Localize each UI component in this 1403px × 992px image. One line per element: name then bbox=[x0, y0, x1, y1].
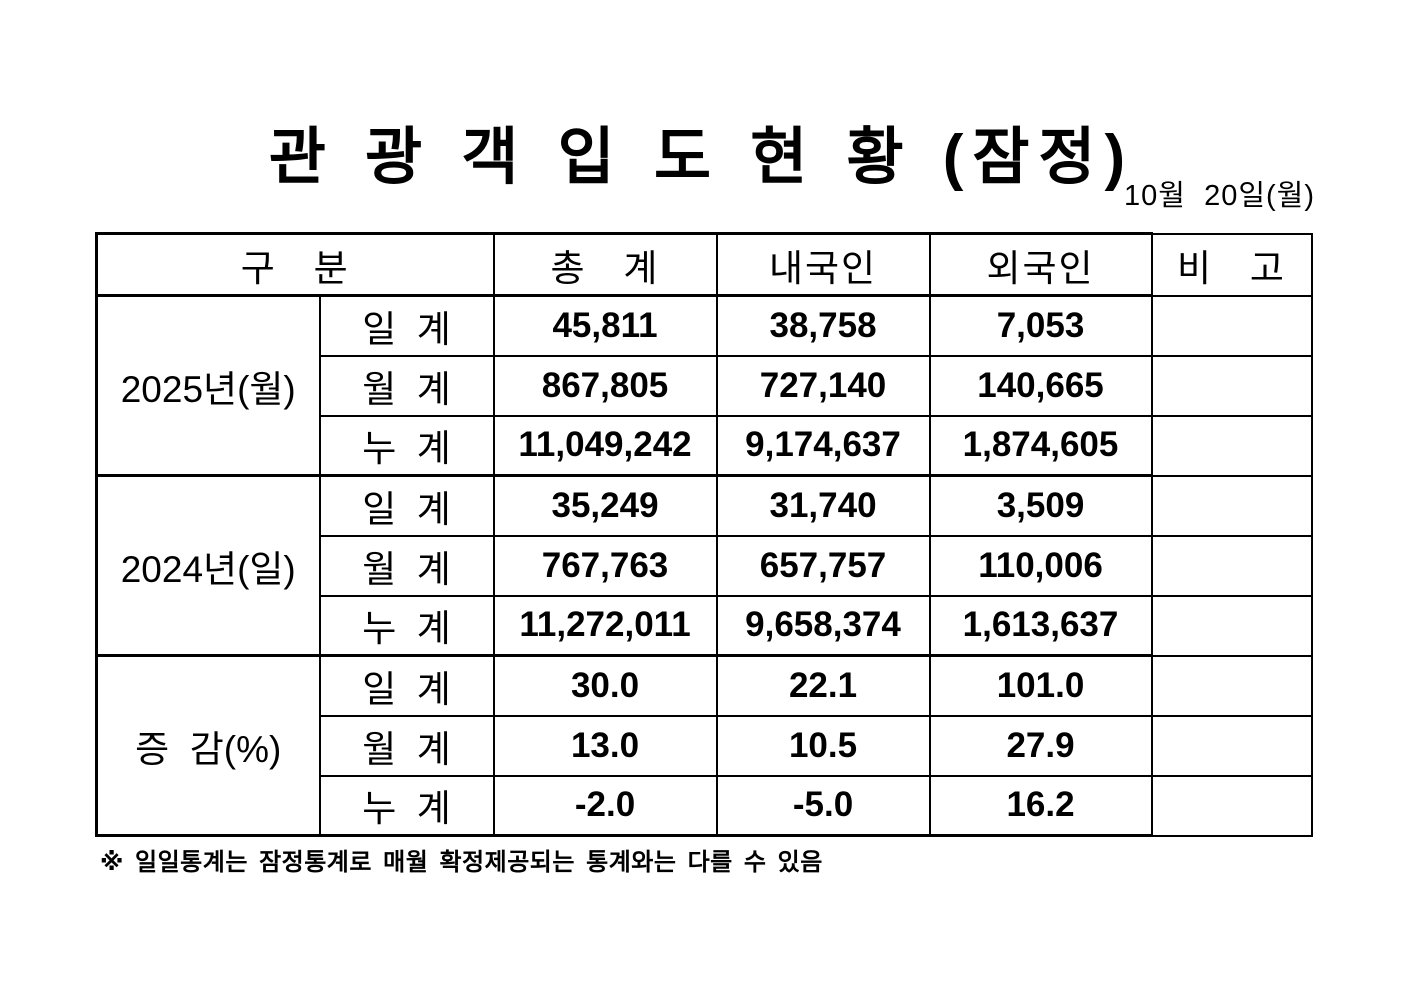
value-remarks bbox=[1150, 534, 1313, 597]
row-label: 일 계 bbox=[318, 654, 495, 717]
table-row: 누 계 -2.0 -5.0 16.2 bbox=[97, 774, 1313, 837]
value-foreign: 101.0 bbox=[928, 654, 1153, 717]
value-foreign: 27.9 bbox=[928, 714, 1153, 777]
table-row: 누 계 11,049,242 9,174,637 1,874,605 bbox=[97, 414, 1313, 477]
value-total: -2.0 bbox=[492, 774, 718, 837]
value-total: 11,049,242 bbox=[492, 414, 718, 477]
value-remarks bbox=[1150, 714, 1313, 777]
value-domestic: 9,174,637 bbox=[715, 414, 931, 477]
value-foreign: 7,053 bbox=[928, 294, 1153, 357]
value-total: 30.0 bbox=[492, 654, 718, 717]
group-label-change: 증 감(%) bbox=[95, 654, 321, 837]
table-header-row: 구 분 총 계 내국인 외국인 비 고 bbox=[94, 232, 1313, 297]
value-remarks bbox=[1150, 414, 1313, 477]
row-label: 누 계 bbox=[318, 414, 495, 477]
footnote: ※ 일일통계는 잠정통계로 매월 확정제공되는 통계와는 다를 수 있음 bbox=[100, 849, 823, 876]
value-foreign: 1,874,605 bbox=[928, 414, 1153, 477]
row-label: 누 계 bbox=[318, 594, 495, 657]
value-foreign: 110,006 bbox=[928, 534, 1153, 597]
header-foreign: 외국인 bbox=[928, 232, 1153, 297]
tourist-arrival-table: 구 분 총 계 내국인 외국인 비 고 2025년(월) 일 계 45,811 … bbox=[94, 232, 1313, 837]
row-label: 월 계 bbox=[318, 714, 495, 777]
value-remarks bbox=[1150, 654, 1313, 717]
value-domestic: -5.0 bbox=[715, 774, 931, 837]
table-row: 2024년(일) 일 계 35,249 31,740 3,509 bbox=[95, 474, 1313, 657]
value-foreign: 1,613,637 bbox=[928, 594, 1153, 657]
value-remarks bbox=[1150, 774, 1313, 837]
row-label: 월 계 bbox=[318, 354, 495, 417]
value-total: 11,272,011 bbox=[492, 594, 718, 657]
value-remarks bbox=[1150, 354, 1313, 417]
row-label: 월 계 bbox=[318, 534, 495, 597]
header-remarks: 비 고 bbox=[1150, 232, 1313, 297]
value-domestic: 9,658,374 bbox=[715, 594, 931, 657]
table-row: 월 계 867,805 727,140 140,665 bbox=[97, 354, 1313, 417]
value-remarks bbox=[1150, 474, 1313, 537]
row-label: 일 계 bbox=[318, 474, 495, 537]
table-row: 누 계 11,272,011 9,658,374 1,613,637 bbox=[97, 594, 1313, 657]
report-date: 10월 20일(월) bbox=[1124, 180, 1315, 212]
value-domestic: 727,140 bbox=[715, 354, 931, 417]
group-label-2025: 2025년(월) bbox=[95, 294, 321, 477]
table-row: 월 계 767,763 657,757 110,006 bbox=[97, 534, 1313, 597]
value-total: 867,805 bbox=[492, 354, 718, 417]
value-total: 45,811 bbox=[492, 294, 718, 357]
value-total: 767,763 bbox=[492, 534, 718, 597]
table-row: 월 계 13.0 10.5 27.9 bbox=[97, 714, 1313, 777]
value-domestic: 10.5 bbox=[715, 714, 931, 777]
group-label-2024: 2024년(일) bbox=[95, 474, 321, 657]
page-title: 관 광 객 입 도 현 황 (잠정) bbox=[268, 123, 1135, 192]
value-foreign: 140,665 bbox=[928, 354, 1153, 417]
value-foreign: 16.2 bbox=[928, 774, 1153, 837]
value-domestic: 38,758 bbox=[715, 294, 931, 357]
value-foreign: 3,509 bbox=[928, 474, 1153, 537]
header-domestic: 내국인 bbox=[715, 232, 931, 297]
value-remarks bbox=[1150, 594, 1313, 657]
header-total: 총 계 bbox=[492, 232, 718, 297]
header-category: 구 분 bbox=[94, 232, 495, 297]
row-label: 누 계 bbox=[318, 774, 495, 837]
value-total: 13.0 bbox=[492, 714, 718, 777]
value-domestic: 31,740 bbox=[715, 474, 931, 537]
table-row: 증 감(%) 일 계 30.0 22.1 101.0 bbox=[95, 654, 1313, 837]
value-domestic: 22.1 bbox=[715, 654, 931, 717]
value-total: 35,249 bbox=[492, 474, 718, 537]
value-remarks bbox=[1150, 294, 1313, 357]
table-row: 2025년(월) 일 계 45,811 38,758 7,053 bbox=[95, 294, 1313, 477]
row-label: 일 계 bbox=[318, 294, 495, 357]
value-domestic: 657,757 bbox=[715, 534, 931, 597]
